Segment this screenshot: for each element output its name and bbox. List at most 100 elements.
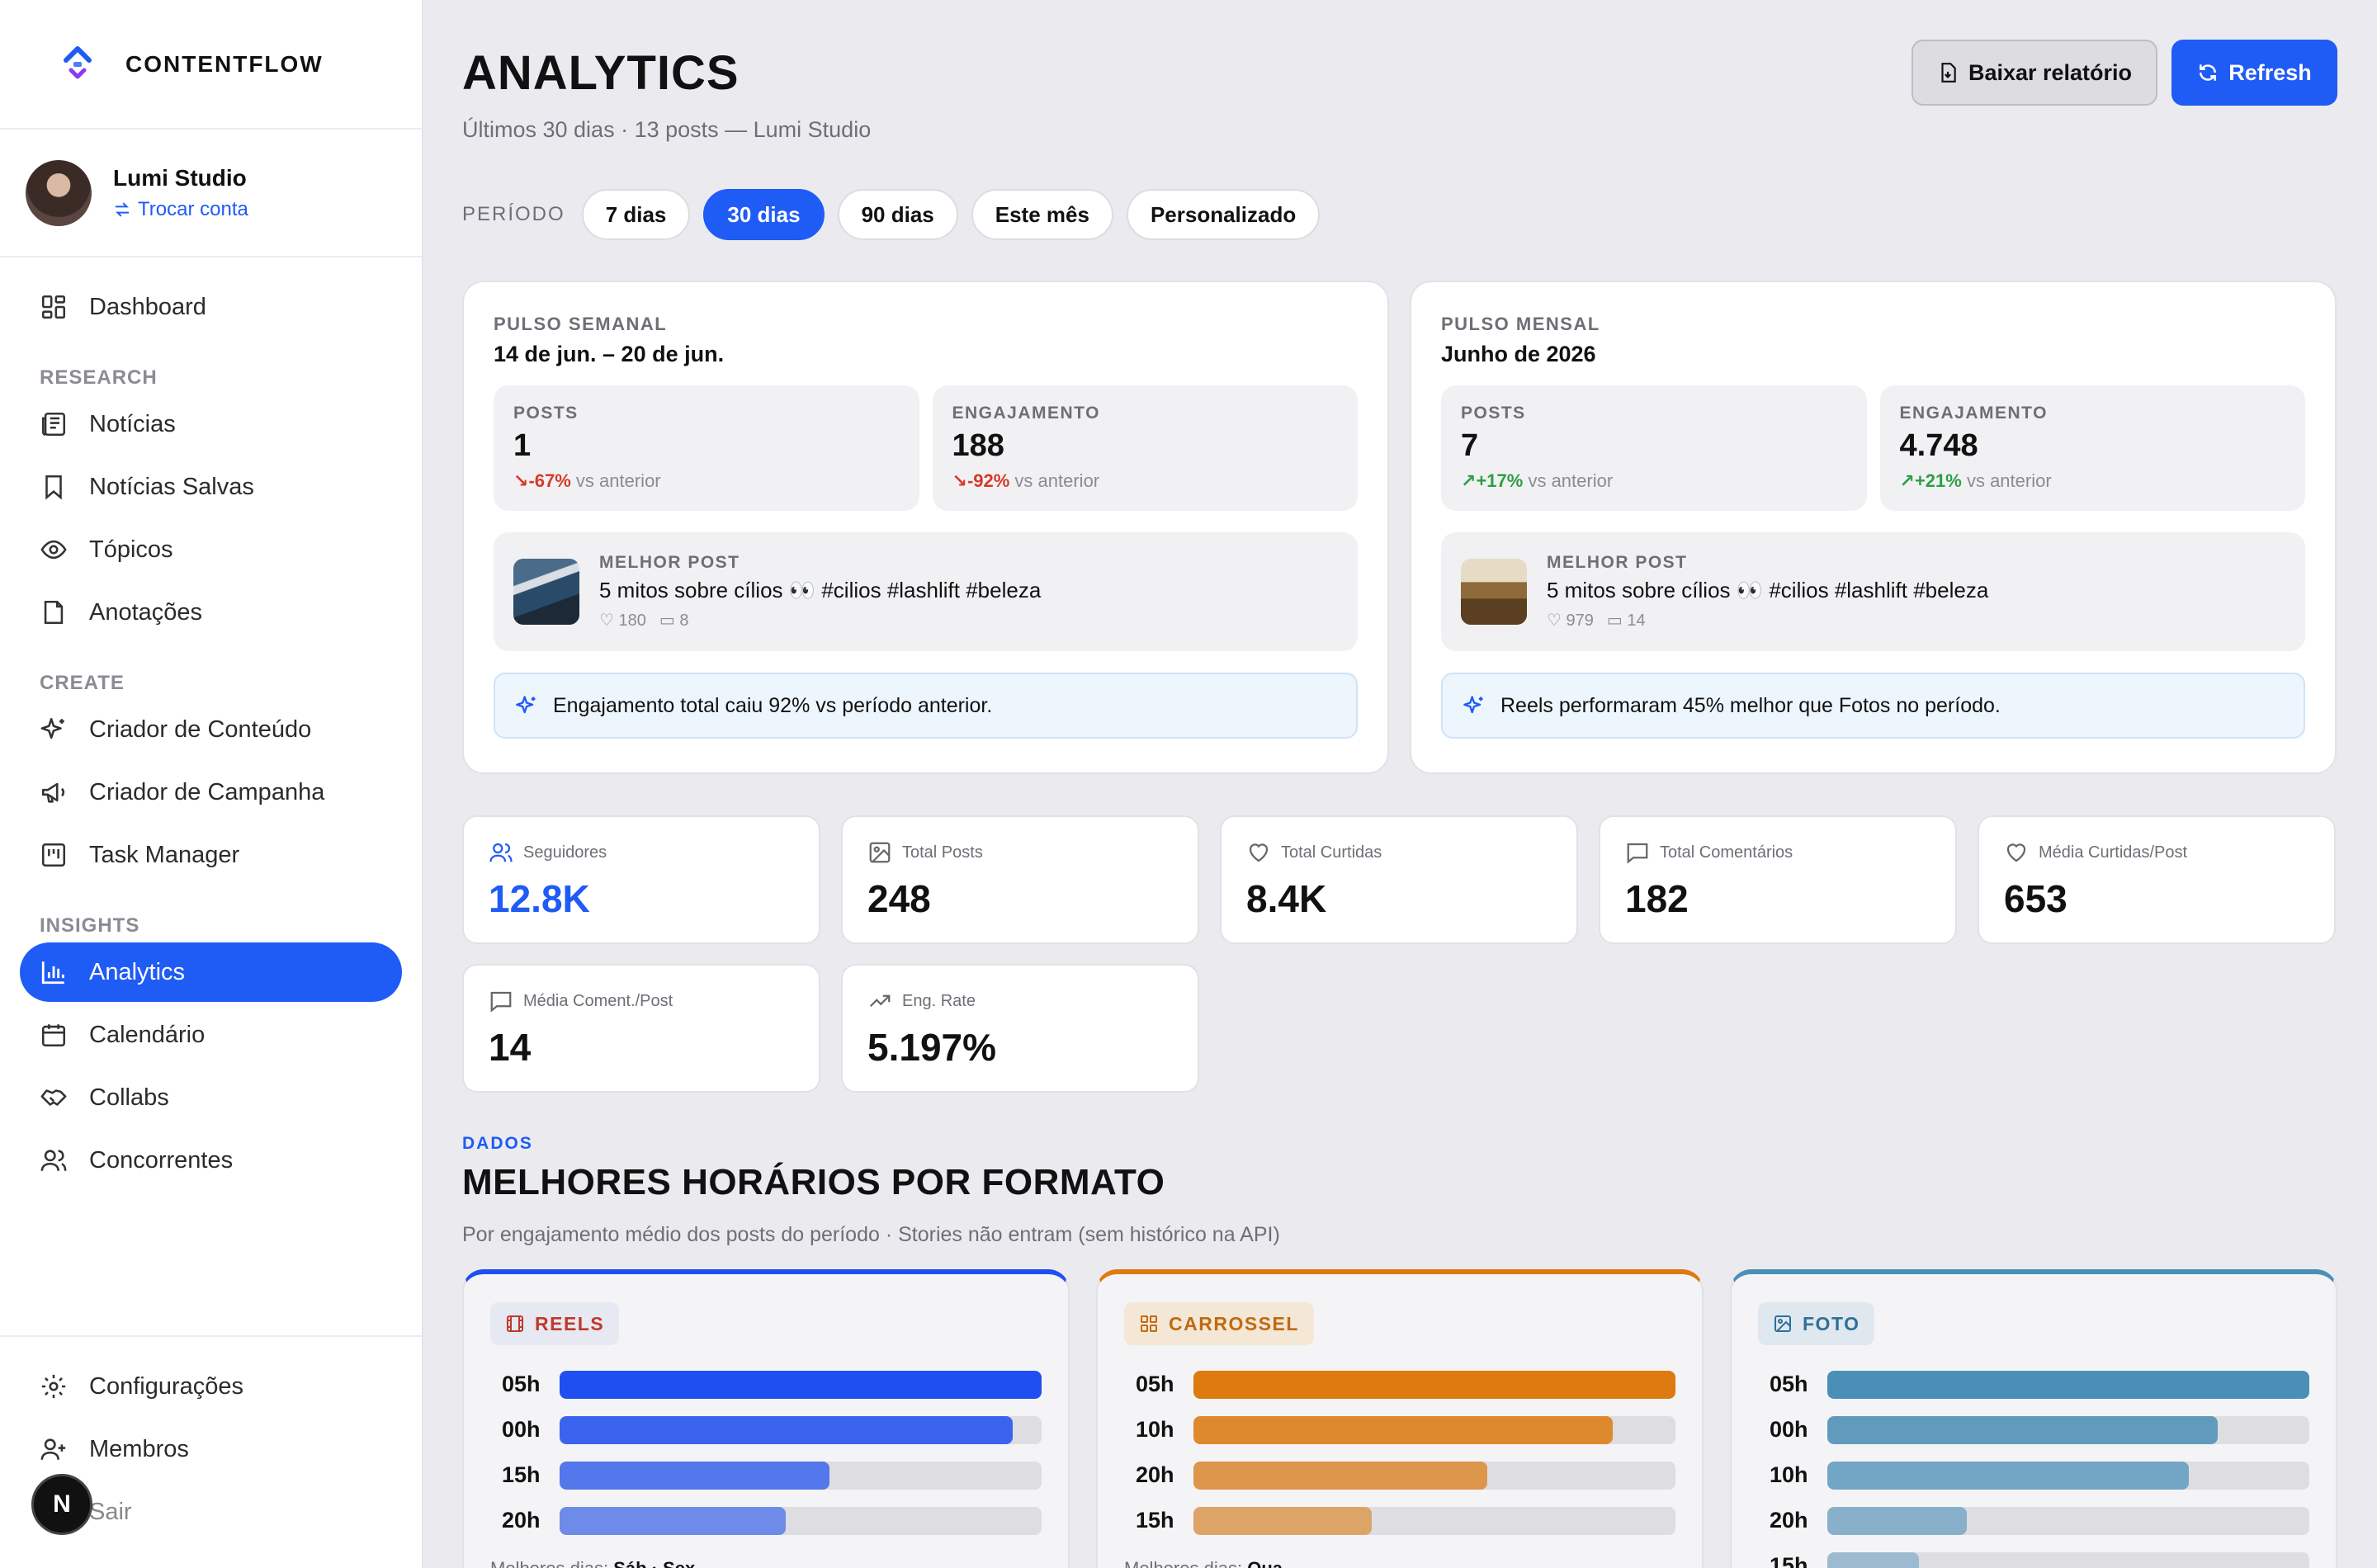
post-comments: ▭ 14: [1607, 610, 1646, 631]
post-thumbnail: [513, 559, 579, 625]
hour-bar-track: [1193, 1461, 1675, 1490]
best-post-title: 5 mitos sobre cílios 👀 #cilios #lashlift…: [599, 578, 1042, 602]
format-badge: CARROSSEL: [1124, 1302, 1314, 1345]
switch-account-label: Trocar conta: [138, 197, 248, 220]
nav-item-criador-campanha[interactable]: Criador de Campanha: [20, 763, 402, 822]
brand[interactable]: CONTENTFLOW: [0, 0, 422, 130]
stat-delta: ↗+17% vs anterior: [1461, 470, 1847, 492]
best-days-value: Qua: [1247, 1558, 1283, 1568]
nav-item-noticias[interactable]: Notícias: [20, 394, 402, 454]
hour-label: 05h: [502, 1372, 541, 1396]
nav-section-create: CREATE: [40, 672, 125, 694]
hour-label: 00h: [502, 1417, 541, 1442]
likes-count: 979: [1566, 612, 1594, 630]
hour-label: 15h: [1770, 1553, 1808, 1568]
section-subtitle: Por engajamento médio dos posts do perío…: [462, 1223, 1280, 1246]
best-post[interactable]: MELHOR POST 5 mitos sobre cílios 👀 #cili…: [494, 532, 1358, 651]
sidebar: CONTENTFLOW Lumi Studio Trocar conta Das…: [0, 0, 423, 1568]
nav-item-concorrentes[interactable]: Concorrentes: [20, 1131, 402, 1190]
hour-label: 05h: [1770, 1372, 1808, 1396]
nav-label: Configurações: [89, 1372, 243, 1400]
nav-item-calendario[interactable]: Calendário: [20, 1005, 402, 1065]
comments-count: 8: [679, 612, 689, 630]
account-switcher[interactable]: Lumi Studio Trocar conta: [0, 130, 422, 257]
nav-label: Collabs: [89, 1084, 169, 1111]
post-comments: ▭ 8: [659, 610, 689, 631]
hour-bar-track: [560, 1461, 1042, 1490]
nav-label: Calendário: [89, 1021, 206, 1048]
best-post-title: 5 mitos sobre cílios 👀 #cilios #lashlift…: [1547, 578, 1989, 602]
main-nav: Dashboard RESEARCH Notícias Notícias Sal…: [0, 257, 422, 1190]
nav-item-membros[interactable]: Membros: [20, 1419, 402, 1479]
kpi-label: Total Curtidas: [1281, 843, 1382, 862]
hour-bar-track: [1827, 1370, 2309, 1399]
comment-icon: ▭: [1606, 612, 1623, 630]
hour-bar: [1193, 1506, 1373, 1535]
dev-badge[interactable]: N: [31, 1474, 92, 1535]
delta-value: +21%: [1914, 470, 1962, 491]
nav-item-analytics[interactable]: Analytics: [20, 942, 402, 1002]
hour-bar: [560, 1415, 1013, 1444]
nav-item-criador-conteudo[interactable]: Criador de Conteúdo: [20, 700, 402, 759]
nav-item-dashboard[interactable]: Dashboard: [20, 277, 402, 337]
best-post-label: MELHOR POST: [599, 553, 740, 572]
calendar-icon: [41, 1024, 66, 1047]
best-days: Melhores dias: Qua: [1124, 1558, 1675, 1568]
download-report-button[interactable]: Baixar relatório: [1912, 40, 2157, 106]
hour-bar-track: [1827, 1415, 2309, 1444]
format-name: CARROSSEL: [1169, 1312, 1299, 1334]
trend-up-icon: ↗: [1461, 470, 1477, 491]
nav-label: Criador de Conteúdo: [89, 716, 312, 743]
nav-section-insights: INSIGHTS: [40, 914, 140, 937]
hour-label: 20h: [1770, 1508, 1808, 1533]
period-chip-this-month[interactable]: Este mês: [971, 189, 1113, 240]
sparkles-icon: [516, 696, 536, 714]
period-chip-7d[interactable]: 7 dias: [581, 189, 691, 240]
format-name: REELS: [535, 1312, 605, 1334]
comment-icon: [1627, 843, 1648, 864]
hour-label: 15h: [502, 1462, 541, 1487]
comment-icon: [490, 991, 512, 1013]
insight-text: Engajamento total caiu 92% vs período an…: [553, 693, 993, 717]
nav-item-collabs[interactable]: Collabs: [20, 1068, 402, 1127]
pulse-label: PULSO MENSAL: [1441, 314, 1600, 334]
hour-bar: [560, 1506, 787, 1535]
nav-item-noticias-salvas[interactable]: Notícias Salvas: [20, 457, 402, 517]
insight-text: Reels performaram 45% melhor que Fotos n…: [1500, 693, 2001, 717]
hour-bar-track: [560, 1506, 1042, 1535]
hour-row: 00h: [490, 1407, 1042, 1452]
hour-bar-track: [1827, 1461, 2309, 1490]
image-icon: [1774, 1315, 1791, 1332]
nav-item-anotacoes[interactable]: Anotações: [20, 583, 402, 642]
nav-item-configuracoes[interactable]: Configurações: [20, 1357, 402, 1416]
hour-label: 10h: [1770, 1462, 1808, 1487]
best-days-label: Melhores dias:: [1124, 1558, 1242, 1568]
period-chip-90d[interactable]: 90 dias: [837, 189, 958, 240]
stat-label: POSTS: [513, 404, 579, 423]
nav-item-topicos[interactable]: Tópicos: [20, 520, 402, 579]
switch-account-link[interactable]: Trocar conta: [113, 198, 248, 221]
hour-label: 20h: [502, 1508, 541, 1533]
heart-icon: [1249, 843, 1269, 862]
kpi-total-posts: Total Posts 248: [841, 815, 1199, 944]
period-chip-custom[interactable]: Personalizado: [1126, 189, 1321, 240]
kpi-value: 8.4K: [1246, 877, 1327, 920]
refresh-button[interactable]: Refresh: [2171, 40, 2337, 106]
pulse-engagement-stat: ENGAJAMENTO 188 ↘-92% vs anterior: [932, 385, 1358, 511]
best-post[interactable]: MELHOR POST 5 mitos sobre cílios 👀 #cili…: [1441, 532, 2305, 651]
hour-row: 05h: [490, 1362, 1042, 1407]
hour-row: 10h: [1124, 1407, 1675, 1452]
stat-value: 4.748: [1899, 428, 1978, 463]
hour-bar: [1193, 1415, 1614, 1444]
nav-item-task-manager[interactable]: Task Manager: [20, 825, 402, 885]
period-selector: PERÍODO 7 dias 30 dias 90 dias Este mês …: [462, 189, 1321, 240]
handshake-icon: [40, 1089, 67, 1106]
kpi-value: 182: [1625, 877, 1689, 920]
pulse-engagement-stat: ENGAJAMENTO 4.748 ↗+21% vs anterior: [1879, 385, 2305, 511]
pulse-label: PULSO SEMANAL: [494, 314, 668, 334]
hour-rows: 05h 10h 20h 15h: [1124, 1362, 1675, 1543]
megaphone-icon: [41, 782, 65, 803]
refresh-icon: [2200, 64, 2217, 81]
avatar: [26, 159, 92, 226]
period-chip-30d[interactable]: 30 dias: [703, 189, 825, 240]
